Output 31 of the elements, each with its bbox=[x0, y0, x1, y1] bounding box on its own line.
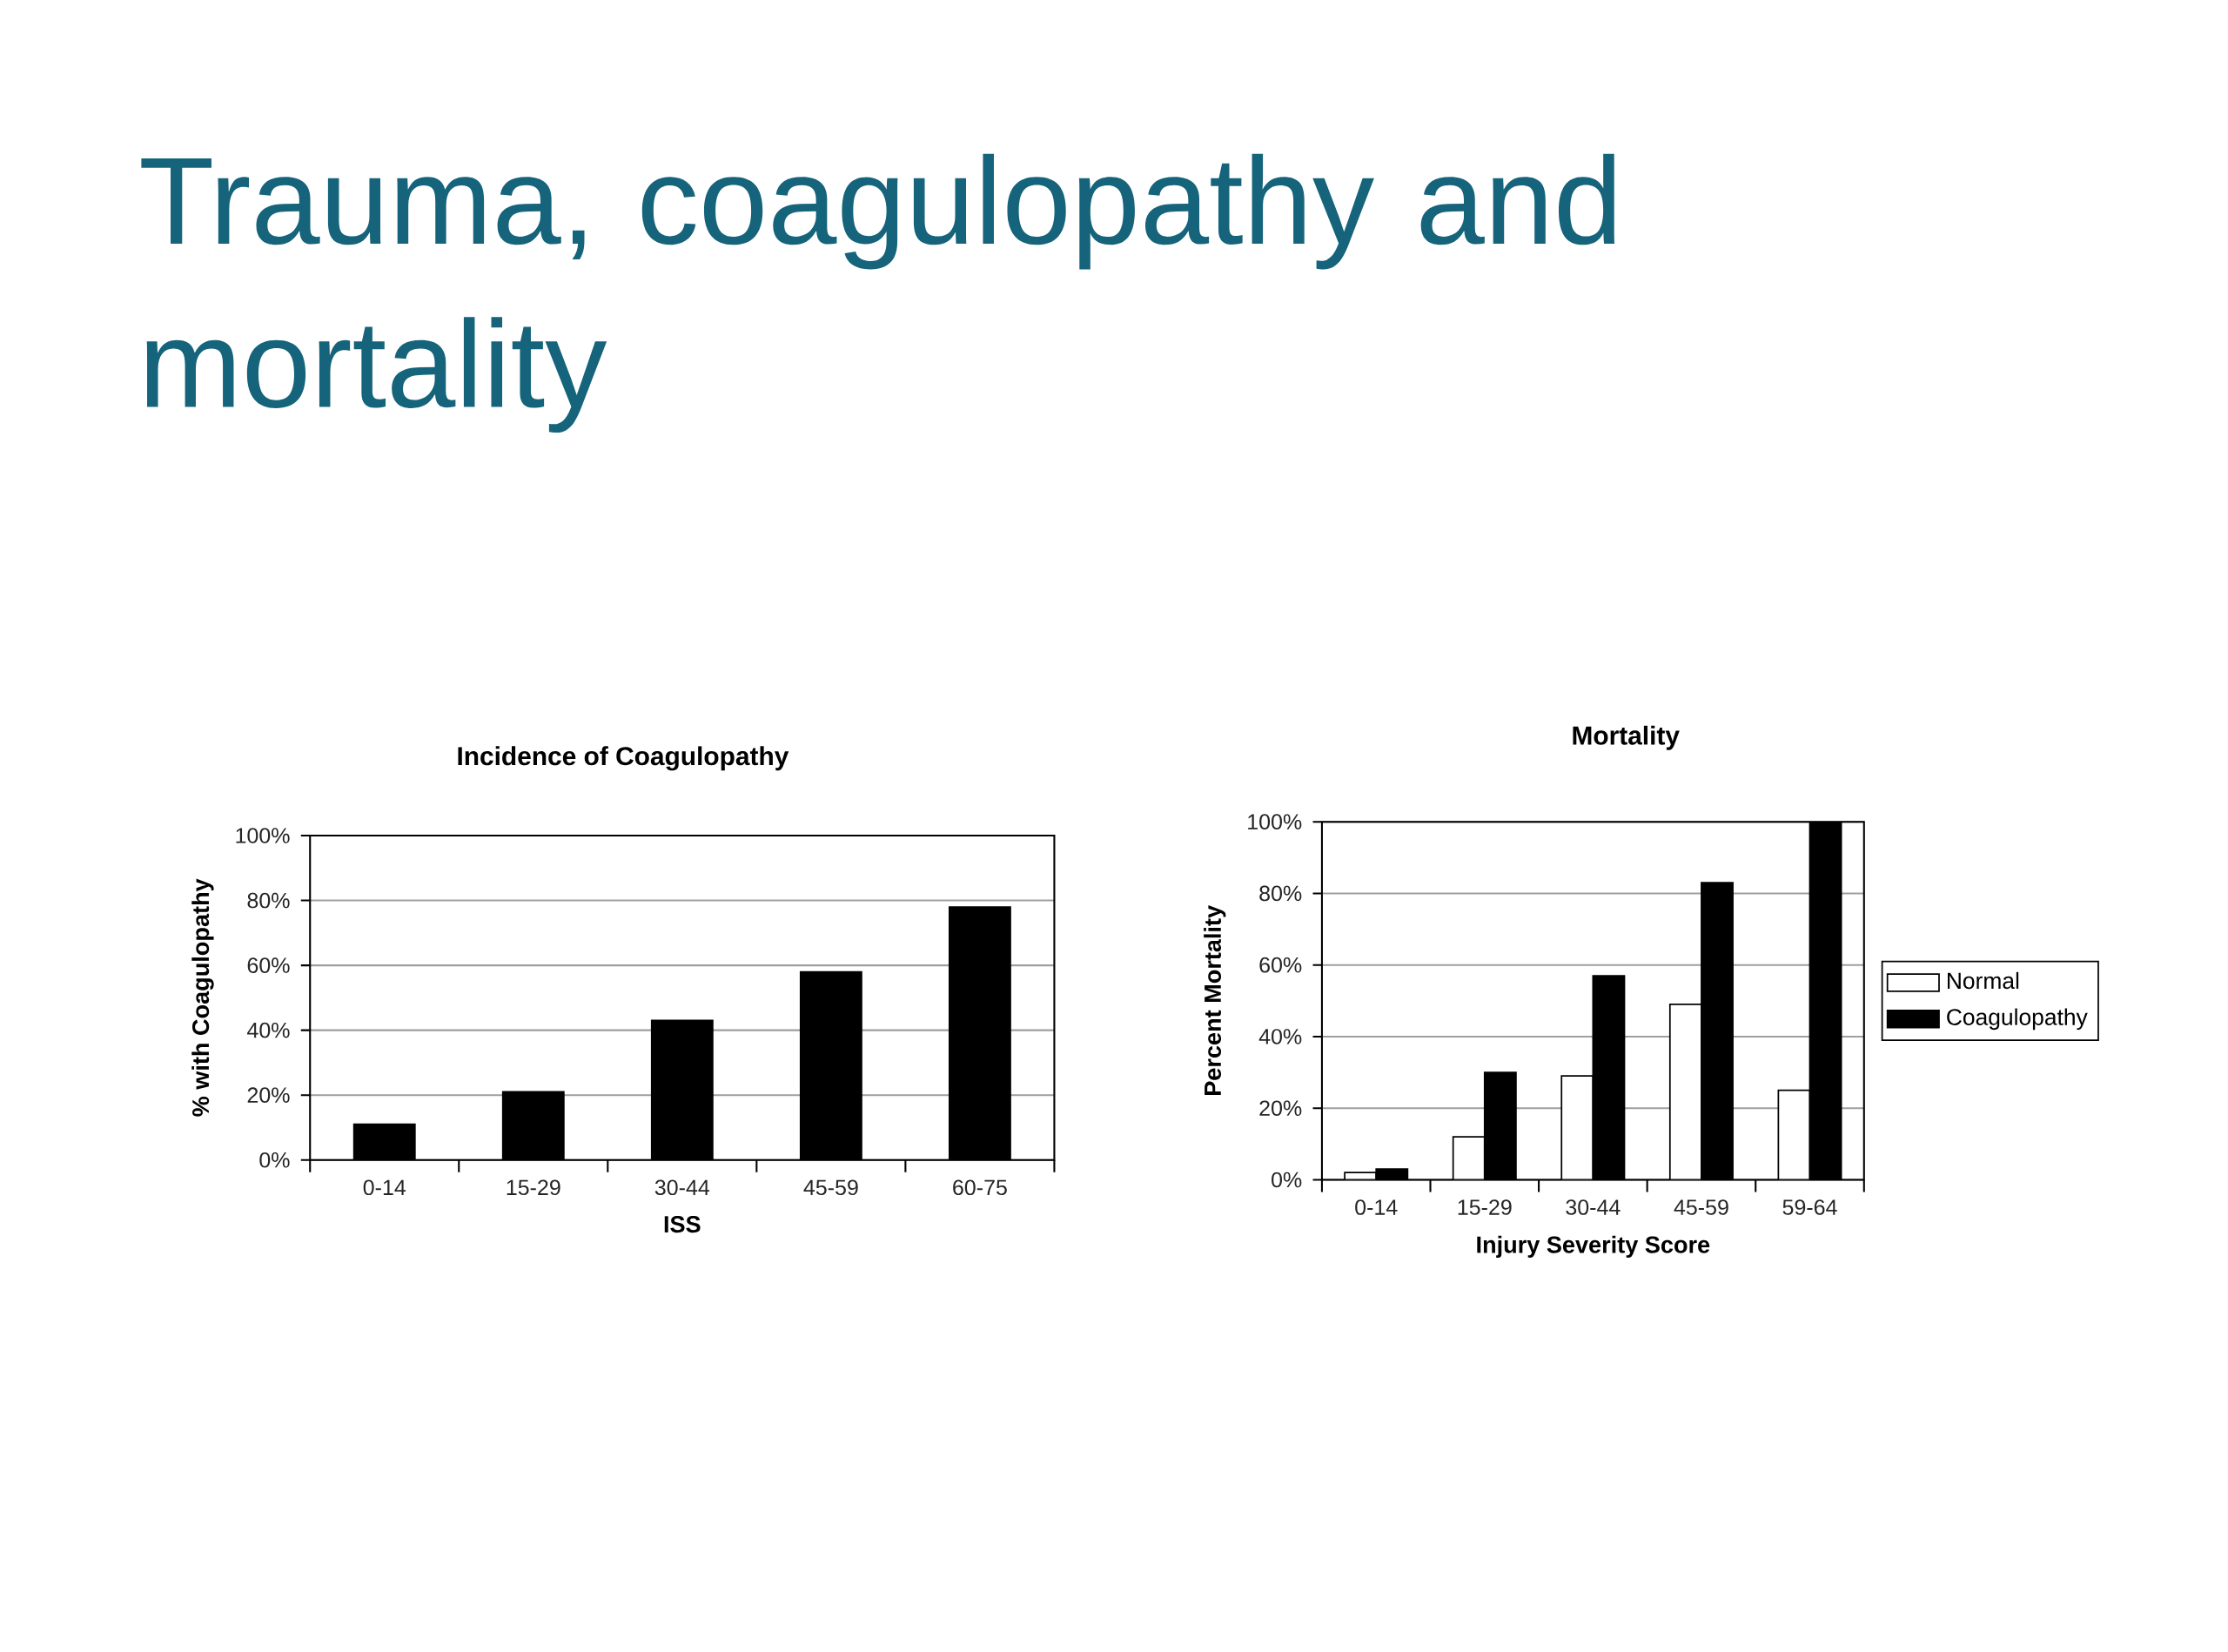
y-tick-label: 60% bbox=[247, 957, 290, 973]
x-tick-label: 30-44 bbox=[654, 1179, 710, 1195]
text: Trauma, coagulopathy and mortality bbox=[141, 153, 1615, 433]
x-tick-label: 0-14 bbox=[363, 1179, 406, 1195]
chart-title: Incidence of Coagulopathy bbox=[458, 746, 789, 771]
y-tick-label: 100% bbox=[236, 828, 290, 843]
y-tick-label: 40% bbox=[1258, 1029, 1302, 1044]
legend-label: Normal bbox=[1947, 971, 2019, 990]
legend-label: Coagulopathy bbox=[1947, 1008, 2088, 1031]
y-tick-label: 0% bbox=[1272, 1172, 1302, 1188]
y-axis-title: % with Coagulopathy bbox=[191, 878, 214, 1117]
x-axis-title: Injury Severity Score bbox=[1477, 1235, 1710, 1258]
x-tick-label: 30-44 bbox=[1566, 1199, 1621, 1215]
y-tick-label: 0% bbox=[259, 1152, 290, 1168]
x-tick-label: 59-64 bbox=[1782, 1199, 1837, 1215]
y-tick-label: 100% bbox=[1248, 814, 1302, 829]
y-tick-label: 60% bbox=[1259, 957, 1302, 973]
y-tick-label: 80% bbox=[247, 892, 290, 909]
y-tick-label: 20% bbox=[247, 1087, 290, 1103]
x-tick-label: 15-29 bbox=[507, 1179, 560, 1195]
chart-title: Mortality bbox=[1573, 725, 1680, 750]
x-tick-label: 45-59 bbox=[803, 1179, 858, 1195]
x-tick-label: 15-29 bbox=[1458, 1199, 1512, 1215]
x-tick-label: 45-59 bbox=[1674, 1199, 1728, 1215]
x-axis-title: ISS bbox=[664, 1215, 701, 1233]
y-tick-label: 80% bbox=[1259, 885, 1302, 902]
y-axis-title: Percent Mortality bbox=[1204, 904, 1226, 1095]
x-tick-label: 0-14 bbox=[1355, 1199, 1398, 1215]
x-tick-label: 60-75 bbox=[953, 1179, 1007, 1195]
y-tick-label: 20% bbox=[1259, 1100, 1302, 1116]
y-tick-label: 40% bbox=[247, 1022, 290, 1038]
